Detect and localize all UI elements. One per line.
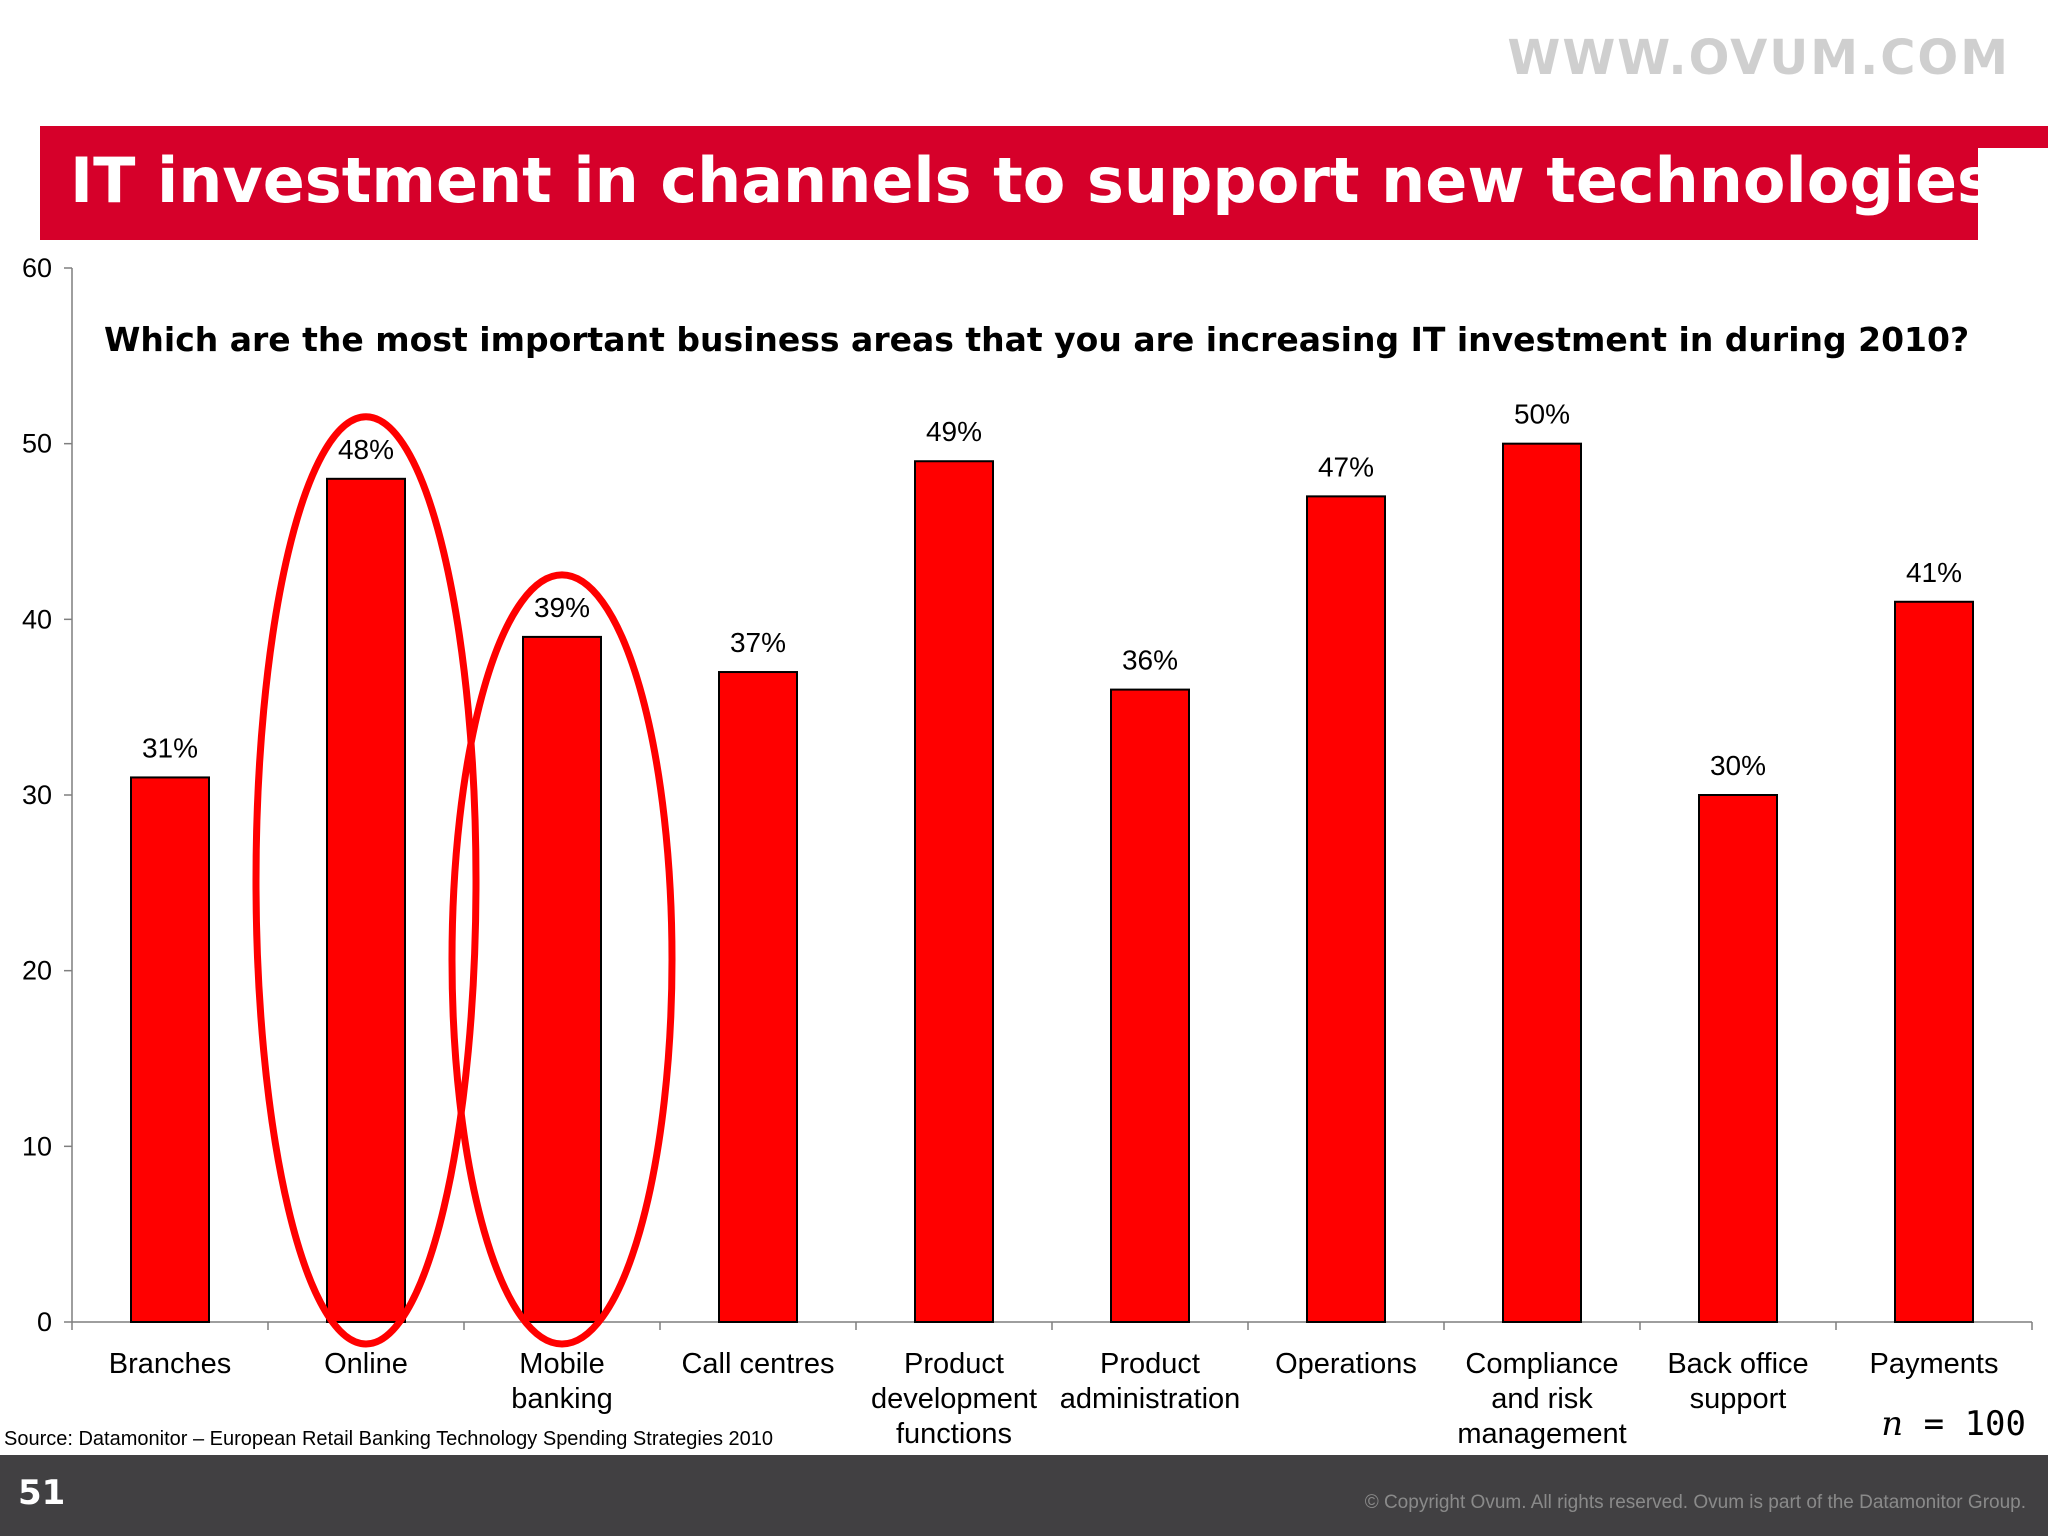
category-label: Online	[324, 1348, 408, 1380]
bar	[1306, 495, 1386, 1324]
data-label: 47%	[1318, 451, 1374, 482]
bar	[914, 460, 994, 1323]
title-banner-strip	[1978, 126, 2048, 148]
data-label: 37%	[730, 627, 786, 658]
footer-bar	[0, 1455, 2048, 1536]
category-label: Back office support	[1667, 1348, 1808, 1415]
site-url: WWW.OVUM.COM	[1507, 30, 2010, 86]
data-label: 49%	[926, 416, 982, 447]
category-label: Call centres	[681, 1348, 834, 1380]
source-note: Source: Datamonitor – European Retail Ba…	[4, 1428, 774, 1450]
category-label-line: functions	[896, 1418, 1012, 1450]
category-label-line: Call centres	[681, 1348, 834, 1380]
category-label: Operations	[1275, 1348, 1417, 1380]
category-label-line: management	[1457, 1418, 1626, 1450]
category-label: Compliance and risk management	[1457, 1348, 1626, 1450]
category-label: Product development functions	[871, 1348, 1037, 1450]
bar	[1110, 688, 1190, 1323]
y-tick-label: 30	[22, 780, 52, 810]
bar	[1698, 794, 1778, 1323]
data-label: 41%	[1906, 557, 1962, 588]
category-label: Product administration	[1060, 1348, 1241, 1415]
category-label-line: Branches	[109, 1348, 232, 1380]
chart-question: Which are the most important business ar…	[104, 320, 1970, 359]
category-label-line: Operations	[1275, 1348, 1417, 1380]
page-title: IT investment in channels to support new…	[70, 144, 1994, 217]
bar	[326, 477, 406, 1323]
page-number: 51	[18, 1473, 66, 1513]
category-label-line: Product	[904, 1348, 1004, 1380]
data-label: 39%	[534, 592, 590, 623]
y-tick-label: 10	[22, 1131, 52, 1161]
category-label-line: banking	[511, 1383, 613, 1415]
data-label: 30%	[1710, 750, 1766, 781]
data-label: 36%	[1122, 645, 1178, 676]
bar	[1894, 600, 1974, 1323]
category-label-line: Compliance	[1465, 1348, 1618, 1380]
y-tick-label: 50	[22, 429, 52, 459]
bar	[718, 671, 798, 1323]
category-label-line: Mobile	[519, 1348, 604, 1380]
category-label: Mobile banking	[511, 1348, 613, 1415]
y-tick-label: 20	[22, 956, 52, 986]
category-label-line: development	[871, 1383, 1037, 1415]
bar	[522, 635, 602, 1323]
sample-size-symbol: n	[1881, 1404, 1904, 1444]
data-label: 31%	[142, 732, 198, 763]
category-label-line: Product	[1100, 1348, 1200, 1380]
category-label-line: and risk	[1491, 1383, 1593, 1415]
bar	[1502, 442, 1582, 1323]
category-label-line: administration	[1060, 1383, 1241, 1415]
y-tick-label: 60	[22, 253, 52, 283]
bar	[130, 776, 210, 1323]
highlight-ellipse	[252, 413, 480, 1348]
category-label-line: Payments	[1870, 1348, 1999, 1380]
data-label: 50%	[1514, 399, 1570, 430]
sample-size-value: = 100	[1903, 1404, 2026, 1444]
y-tick-label: 40	[22, 604, 52, 634]
category-label-line: Back office	[1667, 1348, 1808, 1380]
category-label-line: support	[1690, 1383, 1787, 1415]
category-label: Payments	[1870, 1348, 1999, 1380]
category-label-line: Online	[324, 1348, 408, 1380]
sample-size: n = 100	[1881, 1404, 2026, 1444]
copyright: © Copyright Ovum. All rights reserved. O…	[1364, 1492, 2026, 1513]
highlight-ellipse	[448, 571, 676, 1348]
y-tick-label: 0	[37, 1307, 52, 1337]
category-label: Branches	[109, 1348, 232, 1380]
title-banner	[40, 126, 1978, 240]
data-label: 48%	[338, 434, 394, 465]
